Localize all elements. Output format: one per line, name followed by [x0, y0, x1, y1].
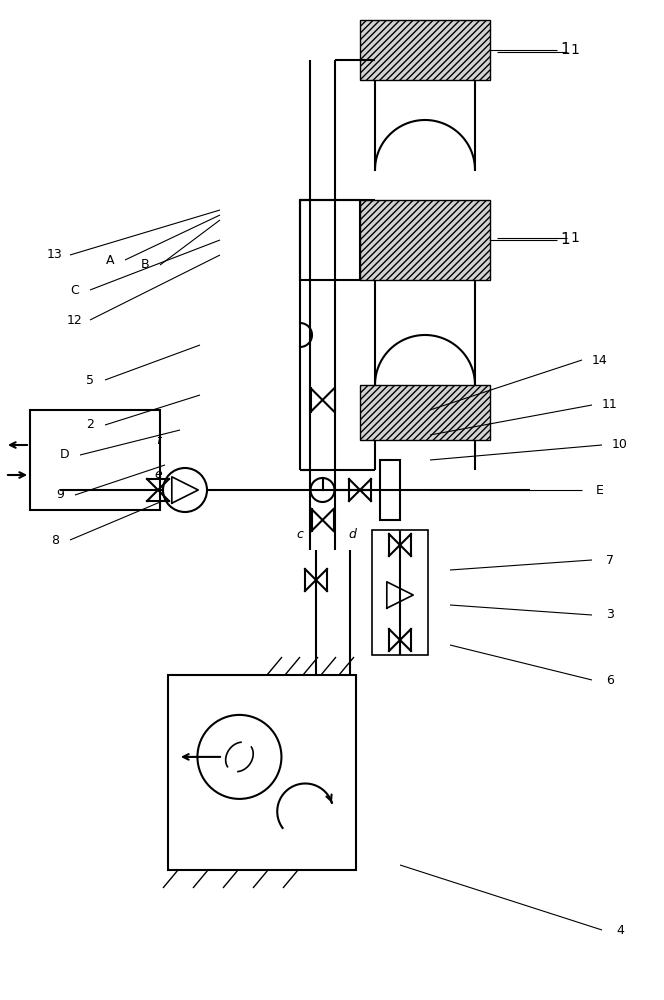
Text: C: C [70, 284, 80, 296]
Text: 4: 4 [616, 924, 624, 936]
Text: 1: 1 [560, 232, 570, 247]
Text: A: A [106, 253, 114, 266]
Text: 11: 11 [602, 398, 618, 412]
Bar [360, 20, 490, 80]
Text: 3: 3 [606, 608, 614, 621]
Text: 10: 10 [612, 438, 628, 452]
Text: 1: 1 [570, 43, 579, 57]
Text: E: E [596, 484, 604, 496]
Text: 8: 8 [51, 534, 59, 546]
Text: 13: 13 [47, 248, 63, 261]
Text: 1: 1 [570, 231, 579, 245]
Text: 6: 6 [606, 674, 614, 686]
Text: 2: 2 [86, 418, 94, 432]
Text: 9: 9 [56, 488, 64, 502]
Text: d: d [348, 528, 356, 542]
Bar [372, 530, 428, 655]
Bar [168, 675, 356, 870]
Bar [360, 200, 490, 280]
Text: f: f [156, 434, 160, 446]
Text: 5: 5 [86, 373, 94, 386]
Text: e: e [154, 468, 162, 482]
Text: 12: 12 [67, 314, 83, 326]
Text: 7: 7 [606, 554, 614, 566]
Text: B: B [141, 258, 149, 271]
Text: 1: 1 [560, 42, 570, 57]
Text: D: D [60, 448, 70, 462]
Bar [300, 200, 360, 280]
Text: 14: 14 [592, 354, 608, 366]
Text: c: c [297, 528, 303, 542]
Bar [380, 460, 400, 520]
Bar [30, 410, 160, 510]
Bar [360, 385, 490, 440]
